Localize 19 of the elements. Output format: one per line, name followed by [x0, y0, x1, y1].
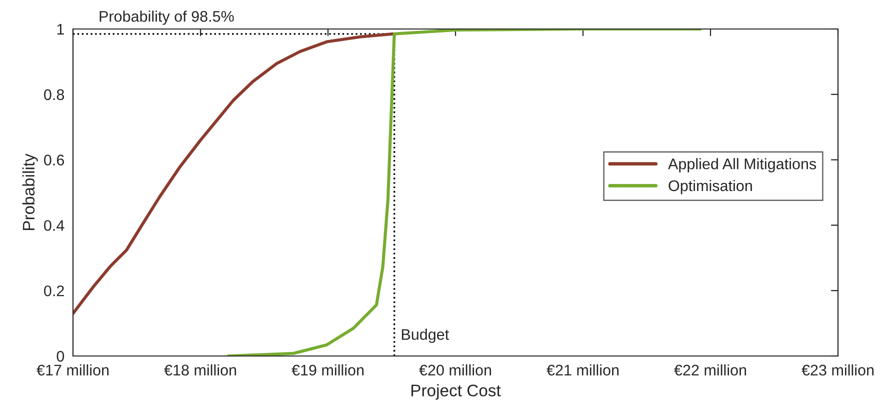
x-tick-label: €23 million [802, 364, 874, 376]
y-tick-label: 0.6 [44, 154, 64, 166]
y-tick-label: 0.2 [44, 285, 64, 296]
x-tick-label: €18 million [164, 364, 236, 376]
y-axis-title: Probability [22, 154, 38, 230]
ref-line-label: Budget [402, 328, 449, 343]
x-tick-label: €22 million [674, 364, 746, 376]
x-tick-label: €20 million [419, 364, 492, 376]
y-tick-label: 1 [57, 24, 64, 35]
ref-line-label: Probability of 98.5% [100, 10, 234, 25]
x-tick-label: €21 million [546, 364, 619, 376]
y-tick-label: 0.4 [44, 220, 64, 231]
x-tick-label: €17 million [36, 364, 109, 376]
y-tick-label: 0 [56, 350, 64, 362]
x-tick-label: €19 million [292, 364, 364, 376]
legend-label: Applied All Mitigations [668, 158, 816, 172]
x-axis-title: Project Cost [411, 384, 501, 400]
legend-label: Optimisation [668, 180, 752, 194]
y-tick-label: 0.8 [44, 89, 64, 100]
